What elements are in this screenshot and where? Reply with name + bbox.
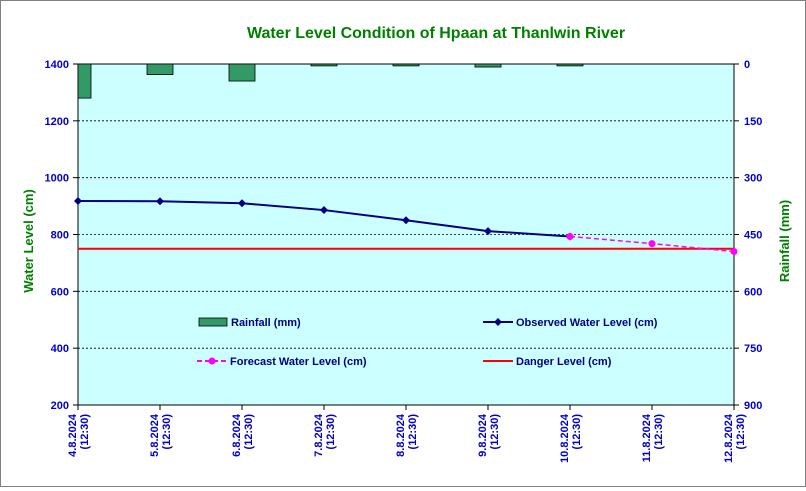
rainfall-bar xyxy=(474,63,502,68)
observed-point xyxy=(320,206,328,215)
rainfall-bar xyxy=(228,63,256,82)
axes: 200 400 600 800 1000 1200 1400 0 150 300 450 600 750… xyxy=(45,59,763,463)
y-tick-label-left: 800 xyxy=(51,230,69,242)
forecast-point xyxy=(566,232,574,240)
y-tick-label-right: 450 xyxy=(744,230,762,242)
y-tick-label-left: 600 xyxy=(51,286,69,298)
observed-point xyxy=(74,196,82,205)
legend-item-observed: Observed Water Level (cm) xyxy=(483,317,658,329)
gridlines xyxy=(78,63,734,349)
water-level-lines xyxy=(74,196,738,256)
y-tick-label-right: 600 xyxy=(744,286,762,298)
forecast-point xyxy=(648,240,656,248)
y-tick-label-right: 300 xyxy=(744,173,762,185)
x-tick-label: 7.8.2024(12:30) xyxy=(313,413,337,457)
x-tick-label: 11.8.2024(12:30) xyxy=(641,413,665,462)
y-tick-label-left: 1000 xyxy=(45,173,69,185)
y-tick-label-left: 200 xyxy=(51,400,69,412)
legend-label-observed: Observed Water Level (cm) xyxy=(516,317,658,329)
rainfall-bars xyxy=(77,63,584,99)
observed-point xyxy=(156,197,164,206)
legend: Rainfall (mm) Observed Water Level (cm) … xyxy=(197,317,658,368)
forecast-point xyxy=(730,248,738,256)
x-tick-label: 4.8.2024(12:30) xyxy=(67,413,91,457)
y-axis-right-label: Rainfall (mm) xyxy=(777,200,792,282)
observed-point xyxy=(484,227,492,236)
y-tick-label-right: 0 xyxy=(744,59,750,71)
x-tick-label: 12.8.2024(12:30) xyxy=(723,413,747,463)
legend-label-danger: Danger Level (cm) xyxy=(516,356,612,368)
rainfall-bar xyxy=(392,63,420,67)
legend-item-forecast: Forecast Water Level (cm) xyxy=(197,356,367,368)
legend-marker-forecast xyxy=(208,357,216,365)
y-tick-label-right: 900 xyxy=(744,400,762,412)
legend-swatch-rainfall xyxy=(198,317,228,327)
rainfall-bar xyxy=(556,63,584,67)
observed-point xyxy=(238,199,246,208)
x-tick-label: 6.8.2024(12:30) xyxy=(231,413,255,457)
observed-point xyxy=(402,216,410,225)
y-tick-label-left: 1400 xyxy=(45,59,69,71)
x-tick-label: 9.8.2024(12:30) xyxy=(477,413,501,457)
y-tick-label-right: 150 xyxy=(744,116,762,128)
y-axis-left-label: Water Level (cm) xyxy=(21,189,36,293)
y-tick-label-left: 400 xyxy=(51,343,69,355)
y-tick-label-right: 750 xyxy=(744,343,762,355)
legend-marker-observed xyxy=(494,318,502,326)
rainfall-bar xyxy=(77,63,92,99)
rainfall-bar xyxy=(310,63,338,67)
rainfall-bar xyxy=(146,63,174,76)
x-tick-label: 8.8.2024(12:30) xyxy=(395,413,419,457)
legend-label-rainfall: Rainfall (mm) xyxy=(231,317,301,329)
x-tick-label: 5.8.2024(12:30) xyxy=(149,413,173,457)
legend-item-danger: Danger Level (cm) xyxy=(483,356,612,368)
chart-title: Water Level Condition of Hpaan at Thanlw… xyxy=(247,25,625,42)
x-tick-label: 10.8.2024(12:30) xyxy=(559,413,583,463)
y-tick-label-left: 1200 xyxy=(45,116,69,128)
legend-item-rainfall: Rainfall (mm) xyxy=(198,317,301,329)
legend-label-forecast: Forecast Water Level (cm) xyxy=(230,356,367,368)
